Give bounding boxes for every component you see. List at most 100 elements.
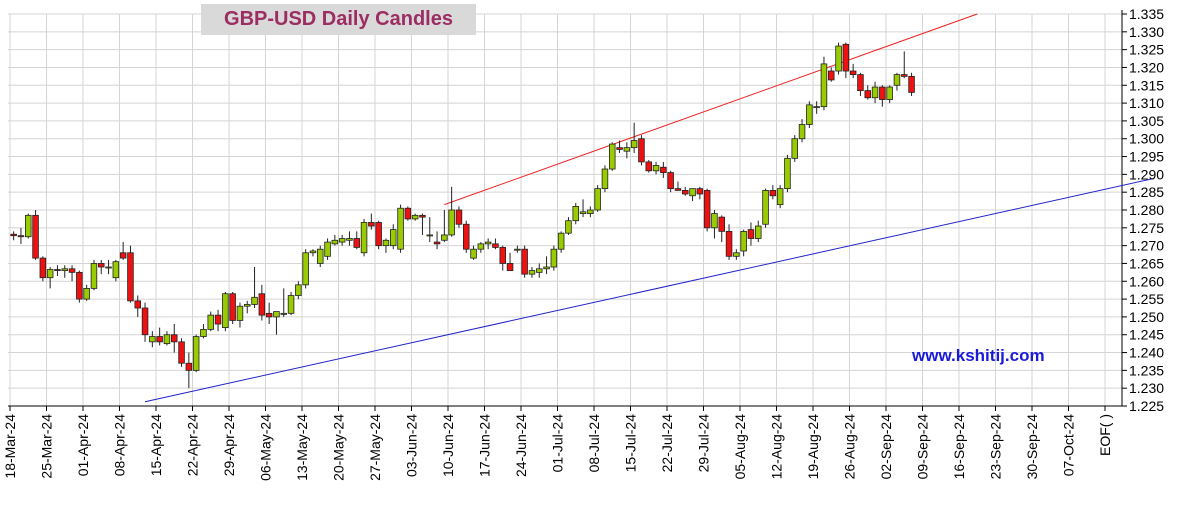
candle-body — [514, 248, 521, 251]
candle — [39, 256, 47, 282]
candle — [630, 122, 638, 153]
candle — [755, 220, 762, 243]
candle — [141, 302, 149, 342]
candle — [857, 72, 864, 96]
x-tick-label: 08-Jul-24 — [586, 414, 602, 473]
x-tick-label: 12-Aug-24 — [769, 414, 785, 480]
candle — [879, 85, 886, 107]
candle-body — [682, 189, 689, 195]
candle — [265, 302, 273, 325]
candle-body — [499, 247, 506, 264]
x-tick-label: 18-Mar-24 — [2, 414, 18, 479]
candle — [703, 188, 711, 232]
candle — [521, 245, 528, 278]
candle-body — [426, 234, 433, 237]
x-tick-label: 22-Jul-24 — [659, 414, 675, 473]
y-tick-label: 1.235 — [1129, 362, 1164, 378]
candle-body — [616, 147, 623, 150]
candle — [594, 185, 601, 212]
candle-body — [879, 86, 886, 100]
candle — [353, 231, 360, 250]
candle — [462, 220, 470, 253]
candle — [762, 188, 769, 228]
candle-body — [302, 252, 309, 286]
candle — [331, 234, 339, 246]
candle — [389, 224, 397, 250]
y-tick-label: 1.280 — [1129, 202, 1164, 218]
candle — [784, 154, 791, 193]
candle-body — [579, 211, 587, 214]
candle — [849, 63, 857, 79]
candle — [901, 51, 908, 79]
candle-body — [10, 233, 17, 237]
candle — [170, 324, 178, 353]
candle — [76, 270, 83, 303]
candle-body — [382, 239, 390, 247]
candle-body — [835, 45, 842, 72]
candle — [689, 188, 696, 202]
candle-body — [236, 305, 244, 321]
x-tick-label: 27-May-24 — [367, 414, 383, 481]
candle-body — [360, 222, 368, 254]
x-tick-label: 24-Jun-24 — [513, 414, 529, 477]
candle — [287, 291, 295, 316]
candle-body — [389, 229, 397, 247]
candle — [893, 72, 901, 91]
candle — [17, 227, 25, 244]
candle-body — [557, 232, 565, 250]
candle-body — [46, 269, 54, 279]
candle-body — [703, 189, 711, 229]
candle-body — [61, 268, 69, 271]
candle — [324, 238, 331, 260]
candle-body — [623, 147, 631, 152]
candle — [222, 291, 229, 332]
candle-body — [784, 157, 791, 190]
candle — [747, 222, 755, 246]
candle-body — [251, 296, 258, 305]
candle — [682, 186, 689, 196]
candle-body — [755, 225, 762, 239]
y-tick-label: 1.275 — [1129, 220, 1164, 236]
candle-body — [492, 243, 499, 248]
candle-body — [791, 138, 799, 159]
candle — [477, 242, 485, 253]
candle — [674, 181, 682, 191]
candle-body — [243, 304, 251, 307]
y-tick-label: 1.230 — [1129, 380, 1164, 396]
candle — [550, 245, 558, 271]
candle — [251, 267, 258, 308]
candle — [32, 210, 39, 260]
candle — [791, 135, 799, 162]
x-tick-label: 25-Mar-24 — [39, 414, 55, 479]
candle-body — [609, 143, 616, 170]
chart-axes — [8, 10, 1123, 407]
candle-body — [470, 248, 477, 259]
candle — [280, 288, 287, 317]
candle — [61, 265, 69, 278]
candle-body — [769, 189, 777, 197]
candle-body — [156, 336, 163, 343]
candles — [10, 42, 915, 389]
x-tick-label: EOF( ) — [1097, 414, 1113, 456]
candle — [382, 238, 390, 253]
x-tick-label: 05-Aug-24 — [732, 414, 748, 480]
candle — [411, 213, 419, 221]
x-tick-label: 02-Sep-24 — [878, 414, 894, 480]
candle-body — [630, 140, 638, 149]
candle-body — [572, 206, 580, 222]
candle-body — [725, 230, 733, 257]
candle-body — [747, 229, 755, 239]
candle — [492, 238, 499, 250]
candle-body — [718, 216, 726, 232]
candle-body — [149, 336, 156, 343]
y-tick-label: 1.330 — [1129, 24, 1164, 40]
candle-body — [309, 250, 317, 254]
candle — [83, 284, 90, 301]
candle-body — [849, 70, 857, 75]
x-tick-label: 17-Jun-24 — [477, 414, 493, 477]
x-tick-label: 23-Sep-24 — [988, 414, 1004, 480]
candle-body — [871, 86, 879, 99]
candle — [360, 218, 368, 257]
